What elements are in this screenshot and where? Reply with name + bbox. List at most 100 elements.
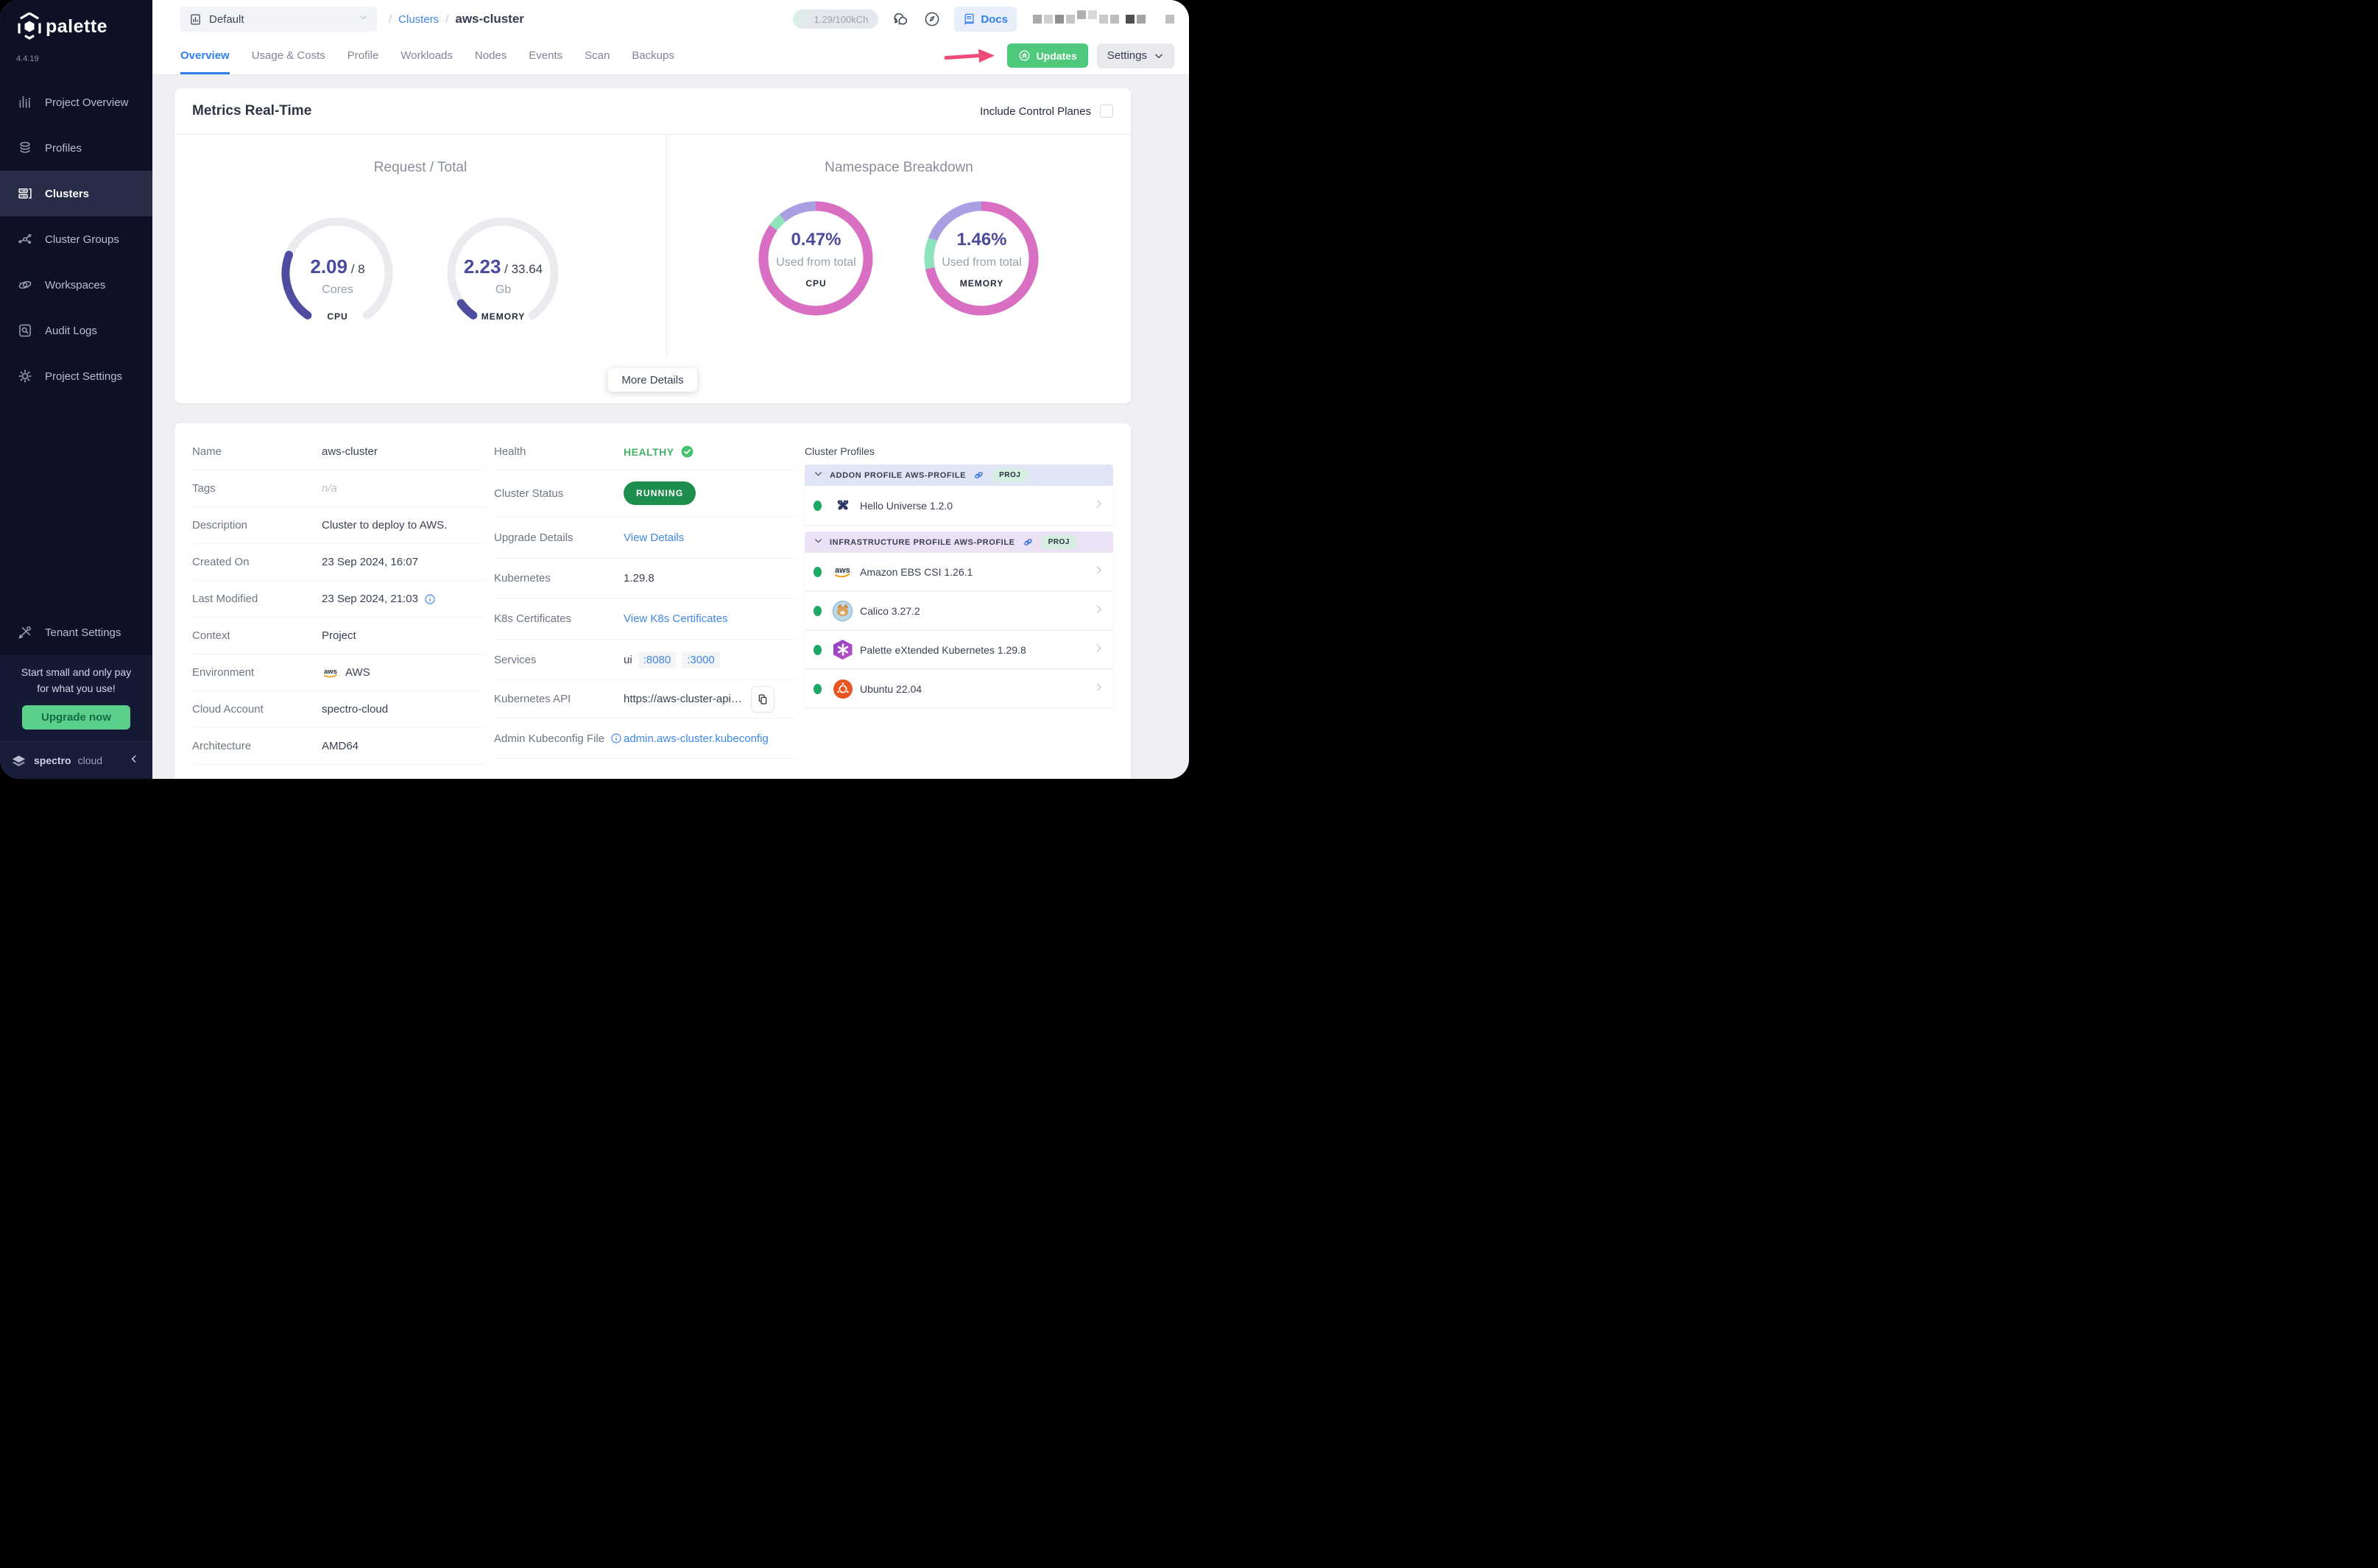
chevron-down-icon	[359, 13, 368, 26]
sidebar-item-clusters[interactable]: Clusters	[0, 171, 152, 216]
service-port-3000-link[interactable]: :3000	[682, 651, 720, 668]
profile-item-name: Amazon EBS CSI 1.26.1	[860, 565, 973, 578]
sidebar-item-label: Clusters	[45, 187, 90, 200]
tab-usage-costs[interactable]: Usage & Costs	[251, 49, 325, 62]
info-icon[interactable]	[610, 732, 622, 744]
infrastructure-profile-header[interactable]: INFRASTRUCTURE PROFILE AWS-PROFILE PROJ	[805, 532, 1113, 553]
detail-row-cluster-status: Cluster Status RUNNING	[494, 470, 796, 517]
cloud-account-value: spectro-cloud	[322, 703, 389, 716]
updates-button[interactable]: Updates	[1006, 43, 1088, 68]
sidebar: palette 4.4.19 Project Overview Profiles…	[0, 0, 152, 779]
tab-events[interactable]: Events	[529, 49, 563, 62]
kubernetes-version-value: 1.29.8	[624, 572, 655, 585]
architecture-value: AMD64	[322, 740, 359, 752]
profile-item-calico[interactable]: Calico 3.27.2	[805, 592, 1113, 629]
chat-button[interactable]	[892, 10, 910, 29]
gear-icon	[18, 370, 32, 383]
book-icon	[964, 13, 974, 24]
tab-backups[interactable]: Backups	[632, 49, 674, 62]
layers-icon	[20, 141, 30, 153]
content: Metrics Real-Time Include Control Planes…	[152, 75, 1189, 779]
project-selector[interactable]: Default	[180, 7, 377, 32]
link-icon	[975, 472, 983, 478]
network-icon	[18, 234, 32, 244]
metrics-footer: More Details	[174, 356, 1131, 403]
sidebar-item-label: Project Settings	[45, 370, 123, 383]
chat-icon	[894, 13, 908, 25]
tab-nodes[interactable]: Nodes	[474, 49, 507, 62]
tab-overview[interactable]: Overview	[180, 37, 230, 74]
tab-profile[interactable]: Profile	[347, 49, 379, 62]
bar-chart-icon	[19, 96, 30, 108]
breadcrumb-current: aws-cluster	[455, 12, 524, 26]
check-circle-icon	[681, 445, 693, 458]
memory-total-value: 33.64	[511, 262, 543, 276]
copy-api-url-button[interactable]	[751, 685, 775, 713]
docs-label: Docs	[981, 13, 1008, 26]
breadcrumb-separator: /	[445, 13, 449, 26]
kubeconfig-download-link[interactable]: admin.aws-cluster.kubeconfig	[624, 732, 769, 745]
request-total-title: Request / Total	[373, 160, 468, 175]
cluster-profiles-title: Cluster Profiles	[805, 445, 875, 457]
profile-item-ubuntu[interactable]: Ubuntu 22.04	[805, 670, 1113, 707]
more-details-button[interactable]: More Details	[608, 368, 697, 392]
sidebar-item-label: Project Overview	[45, 96, 129, 109]
addon-profile-header[interactable]: ADDON PROFILE AWS-PROFILE PROJ	[805, 465, 1113, 486]
breadcrumb-clusters-link[interactable]: Clusters	[398, 13, 440, 26]
metrics-card: Metrics Real-Time Include Control Planes…	[174, 88, 1131, 403]
detail-row-kubernetes-api: Kubernetes API https://aws-cluster-apise…	[494, 680, 796, 718]
sidebar-item-project-settings[interactable]: Project Settings	[0, 353, 152, 399]
profile-item-amazon-ebs-csi[interactable]: aws Amazon EBS CSI 1.26.1	[805, 553, 1113, 590]
profile-item-name: Palette eXtended Kubernetes 1.29.8	[860, 643, 1026, 656]
namespace-cpu-caption: Used from total	[776, 256, 856, 269]
compass-icon	[925, 12, 939, 27]
detail-row-name: Name aws-cluster	[192, 434, 485, 470]
profile-item-palette-extended-kubernetes[interactable]: Palette eXtended Kubernetes 1.29.8	[805, 631, 1113, 668]
svg-text:aws: aws	[324, 668, 337, 676]
chevron-right-icon	[1093, 498, 1104, 513]
addon-profile-name: ADDON PROFILE AWS-PROFILE	[830, 470, 967, 480]
settings-button[interactable]: Settings	[1096, 43, 1174, 68]
cpu-unit: Cores	[322, 283, 353, 296]
tab-workloads[interactable]: Workloads	[401, 49, 453, 62]
profile-item-hello-universe[interactable]: Hello Universe 1.2.0	[805, 486, 1113, 525]
view-k8s-certificates-link[interactable]: View K8s Certificates	[624, 612, 728, 625]
info-icon[interactable]	[424, 593, 436, 605]
redacted-user-info	[1033, 10, 1174, 24]
created-on-value: 23 Sep 2024, 16:07	[322, 556, 418, 568]
view-details-link[interactable]: View Details	[624, 531, 685, 544]
environment-value: AWS	[345, 666, 370, 679]
detail-row-services: Services ui :8080 :3000	[494, 640, 796, 680]
status-dot-icon	[814, 683, 822, 694]
collapse-sidebar-icon[interactable]	[129, 754, 139, 768]
svg-text:aws: aws	[835, 566, 850, 575]
metrics-title: Metrics Real-Time	[192, 103, 312, 119]
sidebar-item-cluster-groups[interactable]: Cluster Groups	[0, 216, 152, 262]
upgrade-now-button[interactable]: Upgrade now	[21, 705, 130, 730]
sidebar-item-workspaces[interactable]: Workspaces	[0, 262, 152, 308]
sidebar-item-audit-logs[interactable]: Audit Logs	[0, 308, 152, 353]
sidebar-item-label: Profiles	[45, 141, 82, 155]
docs-button[interactable]: Docs	[954, 7, 1017, 32]
cpu-gauge-label: CPU	[327, 311, 348, 322]
cluster-tabs: Overview Usage & Costs Profile Workloads…	[180, 37, 674, 74]
explore-button[interactable]	[923, 10, 941, 28]
status-dot-icon	[814, 566, 822, 577]
chevron-down-icon	[1155, 54, 1162, 58]
copy-icon	[758, 693, 767, 704]
detail-row-kubernetes: Kubernetes 1.29.8	[494, 559, 796, 598]
butterfly-icon	[833, 495, 853, 515]
metrics-body: Request / Total 2.09 / 8 Cores CPU 2.23 …	[174, 135, 1131, 356]
details-middle-column: Health HEALTHY Cluster Status RUNNING Up…	[494, 434, 796, 779]
sidebar-item-tenant-settings[interactable]: Tenant Settings	[0, 610, 152, 655]
sidebar-item-label: Workspaces	[45, 278, 106, 292]
cluster-details-card: Name aws-cluster Tags n/a Description Cl…	[174, 423, 1131, 779]
sidebar-item-label: Tenant Settings	[45, 626, 121, 639]
service-port-8080-link[interactable]: :8080	[638, 651, 677, 668]
app-window: palette 4.4.19 Project Overview Profiles…	[0, 0, 1189, 779]
brand-name: palette	[46, 16, 108, 37]
sidebar-item-project-overview[interactable]: Project Overview	[0, 80, 152, 125]
include-control-planes-checkbox[interactable]	[1100, 105, 1113, 118]
sidebar-item-profiles[interactable]: Profiles	[0, 125, 152, 171]
tab-scan[interactable]: Scan	[585, 49, 610, 62]
